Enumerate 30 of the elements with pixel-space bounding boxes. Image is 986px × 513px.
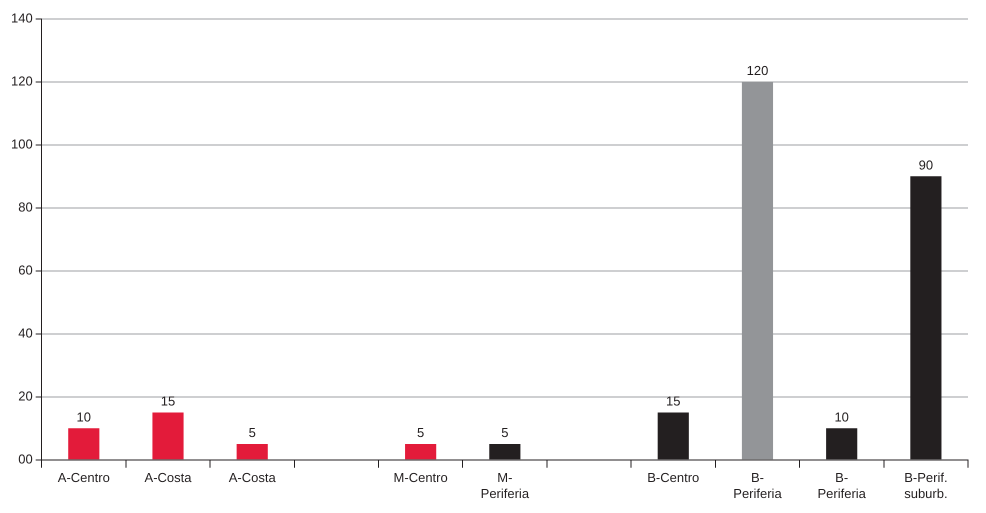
x-tick-label: B-Centro [647,470,700,486]
data-label: 120 [746,62,768,78]
x-tick-label: B-Periferia [733,470,782,501]
x-tick-label: M-Periferia [480,470,530,501]
y-tick-label: 120 [10,73,33,88]
data-label: 5 [248,425,256,440]
y-tick-label: 140 [10,10,33,26]
x-tick-label: A-Costa [144,470,192,486]
data-label: 90 [918,157,934,172]
data-label: 15 [666,394,680,409]
x-tick-label: B-Perif. suburb. [904,470,948,501]
y-tick-label: 40 [18,325,33,340]
y-tick-label: 100 [10,136,33,152]
bar [152,412,184,460]
x-tick-label: A-Costa [228,470,276,486]
data-label: 5 [417,425,424,440]
bar [68,428,100,460]
data-label: 5 [501,425,508,440]
y-tick-label: 20 [18,388,33,404]
x-tick-label: B-Periferia [817,470,867,501]
bar [236,444,268,460]
x-tick-label: M-Centro [394,470,448,486]
y-tick-label: 80 [18,199,33,214]
data-label: 15 [160,394,176,409]
x-tick-label: A-Centro [58,470,110,486]
data-label: 10 [76,409,92,424]
y-tick-label: 00 [18,451,33,466]
data-label: 10 [834,409,849,424]
bar [405,444,436,460]
y-tick-label: 60 [18,262,33,278]
